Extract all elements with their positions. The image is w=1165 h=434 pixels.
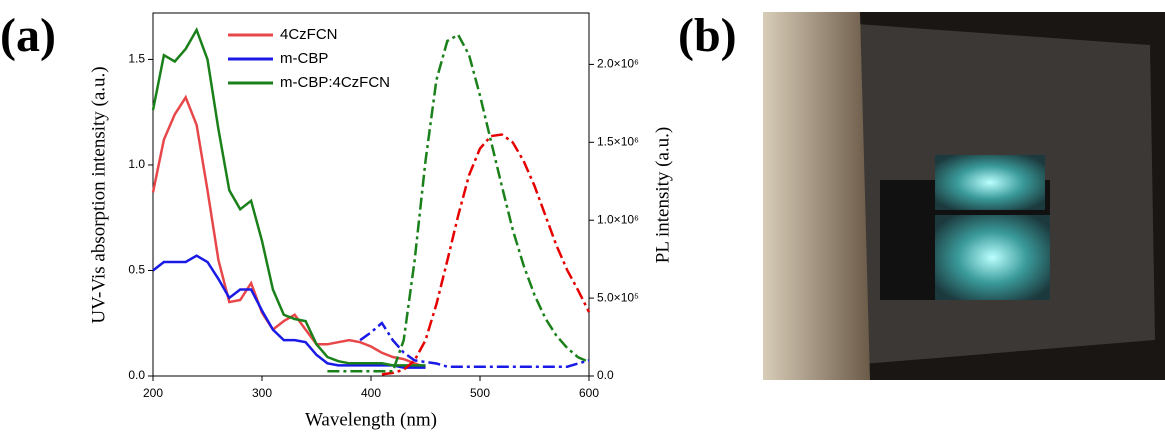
line [381, 133, 591, 376]
y2-tick-label: 0.0 [597, 368, 614, 382]
legend-label: m-CBP:4CzFCN [280, 74, 390, 91]
y-tick-label: 0.5 [128, 263, 145, 277]
line [359, 321, 590, 368]
y2-tick-label: 1.5×10⁶ [597, 134, 639, 148]
x-tick-label: 300 [252, 386, 272, 400]
x-tick-label: 500 [470, 386, 490, 400]
y2-axis-label: PL intensity (a.u.) [652, 127, 673, 264]
emission [935, 215, 1050, 300]
line [152, 254, 426, 369]
emission [935, 155, 1045, 210]
line [151, 26, 426, 367]
contact-edge [763, 12, 870, 380]
y-tick-label: 1.0 [128, 157, 145, 171]
x-tick-label: 200 [143, 386, 163, 400]
panel-label: (b) [678, 9, 737, 62]
legend-label: m-CBP [280, 50, 328, 67]
x-tick-label: 600 [579, 386, 599, 400]
y2-tick-label: 5.0×10⁵ [597, 290, 639, 304]
y2-tick-label: 1.0×10⁶ [597, 212, 639, 226]
y-tick-label: 0.0 [128, 368, 145, 382]
x-tick-label: 400 [361, 386, 381, 400]
photo: (b) [678, 9, 1165, 380]
plot-frame [152, 12, 590, 377]
y-axis-label: UV-Vis absorption intensity (a.u.) [88, 66, 109, 323]
y-tick-label: 1.5 [128, 52, 145, 66]
panel-label: (a) [0, 9, 56, 62]
x-axis-label: Wavelength (nm) [305, 409, 437, 430]
legend-label: 4CzFCN [280, 26, 338, 43]
y2-tick-label: 2.0×10⁶ [597, 57, 639, 71]
